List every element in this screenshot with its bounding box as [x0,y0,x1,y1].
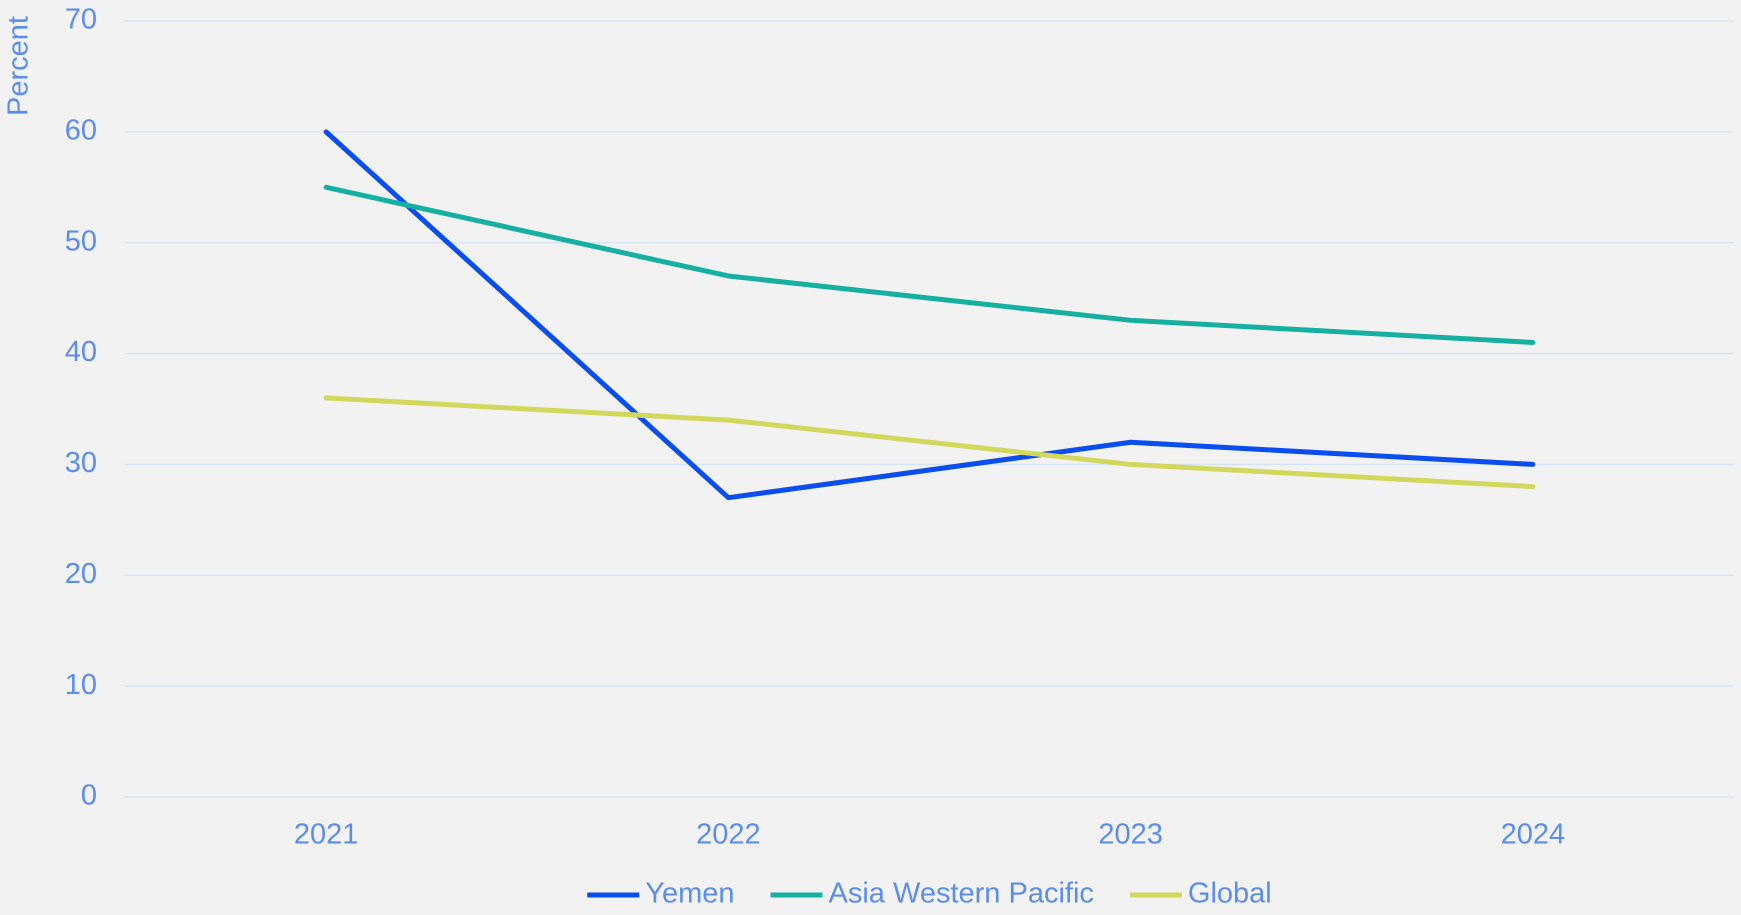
y-tick-label: 60 [65,115,97,147]
y-tick-label: 70 [65,4,97,36]
y-tick-label: 20 [65,558,97,590]
line-series [323,395,1536,490]
line-series [323,129,1536,501]
y-tick-label: 30 [65,447,97,479]
legend-label: Asia Western Pacific [829,878,1094,910]
legend-label: Global [1188,878,1272,910]
x-tick-label: 2023 [1098,819,1163,851]
y-tick-label: 0 [81,780,97,812]
y-axis-label: Percent [3,16,35,116]
x-tick-label: 2021 [294,819,359,851]
y-tick-label: 50 [65,225,97,257]
line-series [323,184,1536,345]
x-tick-label: 2024 [1501,819,1566,851]
legend-label: Yemen [645,878,734,910]
y-tick-label: 10 [65,669,97,701]
y-tick-label: 40 [65,336,97,368]
x-tick-label: 2022 [696,819,761,851]
